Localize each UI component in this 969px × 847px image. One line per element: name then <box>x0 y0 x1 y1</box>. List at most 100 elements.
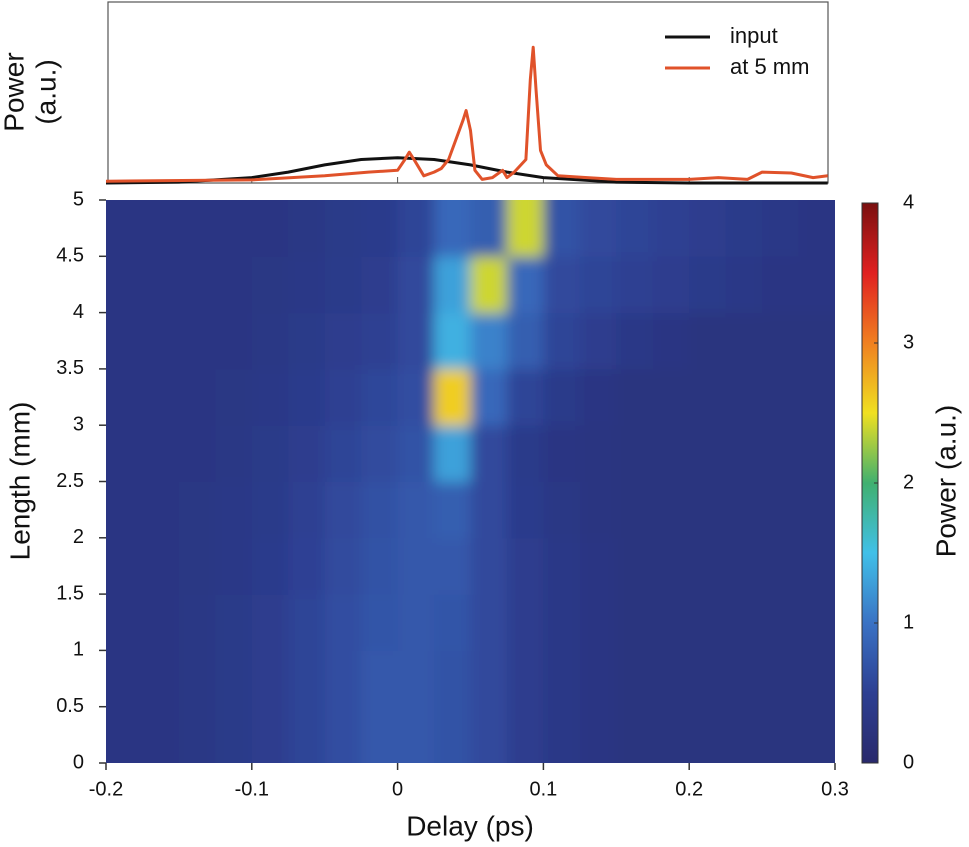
heatmap-cell <box>762 200 800 257</box>
heatmap-cell <box>251 256 289 314</box>
heatmap-cell <box>579 650 617 708</box>
heatmap-cell <box>579 425 617 482</box>
x-tick-label: 0.1 <box>529 778 557 800</box>
heatmap-cell <box>470 256 508 314</box>
heatmap-cell <box>397 425 435 482</box>
heatmap-cell <box>397 312 435 370</box>
y-tick-label: 3.5 <box>56 357 84 379</box>
heatmap-cell <box>652 256 690 314</box>
heatmap-cell <box>725 594 763 651</box>
heatmap-cell <box>361 425 399 482</box>
heatmap-cell <box>652 425 690 482</box>
heatmap-cell <box>251 425 289 482</box>
heatmap-cell <box>543 368 581 426</box>
heatmap-cell <box>288 200 326 257</box>
heatmap-cell <box>579 594 617 651</box>
heatmap-cell <box>397 706 435 763</box>
heatmap-cell <box>798 200 835 257</box>
heatmap-cell <box>689 481 727 539</box>
heatmap-cell <box>725 368 763 426</box>
heatmap-cell <box>106 425 143 482</box>
heatmap-cell <box>178 425 216 482</box>
heatmap-cell <box>434 200 471 257</box>
heatmap-cell <box>762 594 800 651</box>
heatmap-cell <box>579 706 617 763</box>
heatmap-cell <box>725 481 763 539</box>
heatmap-cell <box>178 481 216 539</box>
y-tick-label: 5 <box>73 188 84 210</box>
heatmap-cell <box>725 312 763 370</box>
heatmap-cell <box>506 481 544 539</box>
heatmap-cell <box>470 650 508 708</box>
heatmap-cell <box>689 650 727 708</box>
heatmap-cell <box>470 425 508 482</box>
heatmap-cell <box>361 650 399 708</box>
heatmap-cell <box>397 256 435 314</box>
heatmap-cell <box>215 706 253 763</box>
heatmap-cell <box>506 256 544 314</box>
y-tick-label: 1 <box>73 639 84 661</box>
heatmap-cell <box>434 537 471 595</box>
heatmap-cell <box>798 537 835 595</box>
heatmap-cell <box>762 256 800 314</box>
heatmap-cell <box>652 706 690 763</box>
heatmap-cell <box>798 368 835 426</box>
heatmap-cell <box>616 481 654 539</box>
heatmap-cell <box>142 594 180 651</box>
heatmap-cell <box>142 706 180 763</box>
heatmap-cell <box>324 650 362 708</box>
heatmap-cell <box>543 650 581 708</box>
heatmap-cell <box>434 594 471 651</box>
heatmap-cell <box>178 537 216 595</box>
x-axis-label: Delay (ps) <box>406 810 534 841</box>
legend-label: at 5 mm <box>730 54 809 79</box>
heatmap-cell <box>798 594 835 651</box>
heatmap-cell <box>288 537 326 595</box>
heatmap-cell <box>106 312 143 370</box>
heatmap-cell <box>361 312 399 370</box>
y-tick-label: 4.5 <box>56 245 84 267</box>
heatmap-cell <box>324 200 362 257</box>
heatmap-cell <box>543 200 581 257</box>
heatmap-cell <box>506 594 544 651</box>
heatmap-cell <box>251 537 289 595</box>
colorbar-tick-label: 3 <box>903 331 914 353</box>
heatmap-cell <box>616 200 654 257</box>
heatmap-cell <box>397 368 435 426</box>
heatmap-cell <box>178 256 216 314</box>
heatmap-cell <box>106 650 143 708</box>
heatmap-cell <box>762 368 800 426</box>
colorbar-tick-label: 1 <box>903 611 914 633</box>
heatmap-cell <box>543 481 581 539</box>
heatmap-cell <box>762 425 800 482</box>
colorbar-tick-label: 4 <box>903 191 914 213</box>
heatmap-cell <box>142 537 180 595</box>
heatmap-cell <box>397 650 435 708</box>
heatmap-cell <box>689 368 727 426</box>
heatmap-cell <box>652 368 690 426</box>
heatmap-cell <box>251 200 289 257</box>
heatmap-cell <box>324 425 362 482</box>
heatmap-cell <box>324 706 362 763</box>
heatmap-cell <box>434 706 471 763</box>
y-tick-label: 2 <box>73 526 84 548</box>
heatmap-cell <box>725 537 763 595</box>
colorbar-tick-label: 0 <box>903 751 914 773</box>
heatmap-cell <box>324 481 362 539</box>
heatmap-cell <box>106 368 143 426</box>
heatmap-cell <box>288 312 326 370</box>
heatmap-cell <box>106 537 143 595</box>
heatmap-cell <box>762 537 800 595</box>
heatmap-cell <box>142 481 180 539</box>
heatmap-cell <box>215 368 253 426</box>
y-tick-label: 0 <box>73 751 84 773</box>
heatmap-cell <box>470 706 508 763</box>
heatmap-cell <box>470 537 508 595</box>
heatmap-cell <box>506 312 544 370</box>
heatmap-cell <box>798 706 835 763</box>
heatmap-cell <box>506 706 544 763</box>
heatmap-cell <box>106 256 143 314</box>
heatmap-cell <box>361 256 399 314</box>
heatmap-cell <box>288 256 326 314</box>
heatmap-cell <box>798 481 835 539</box>
